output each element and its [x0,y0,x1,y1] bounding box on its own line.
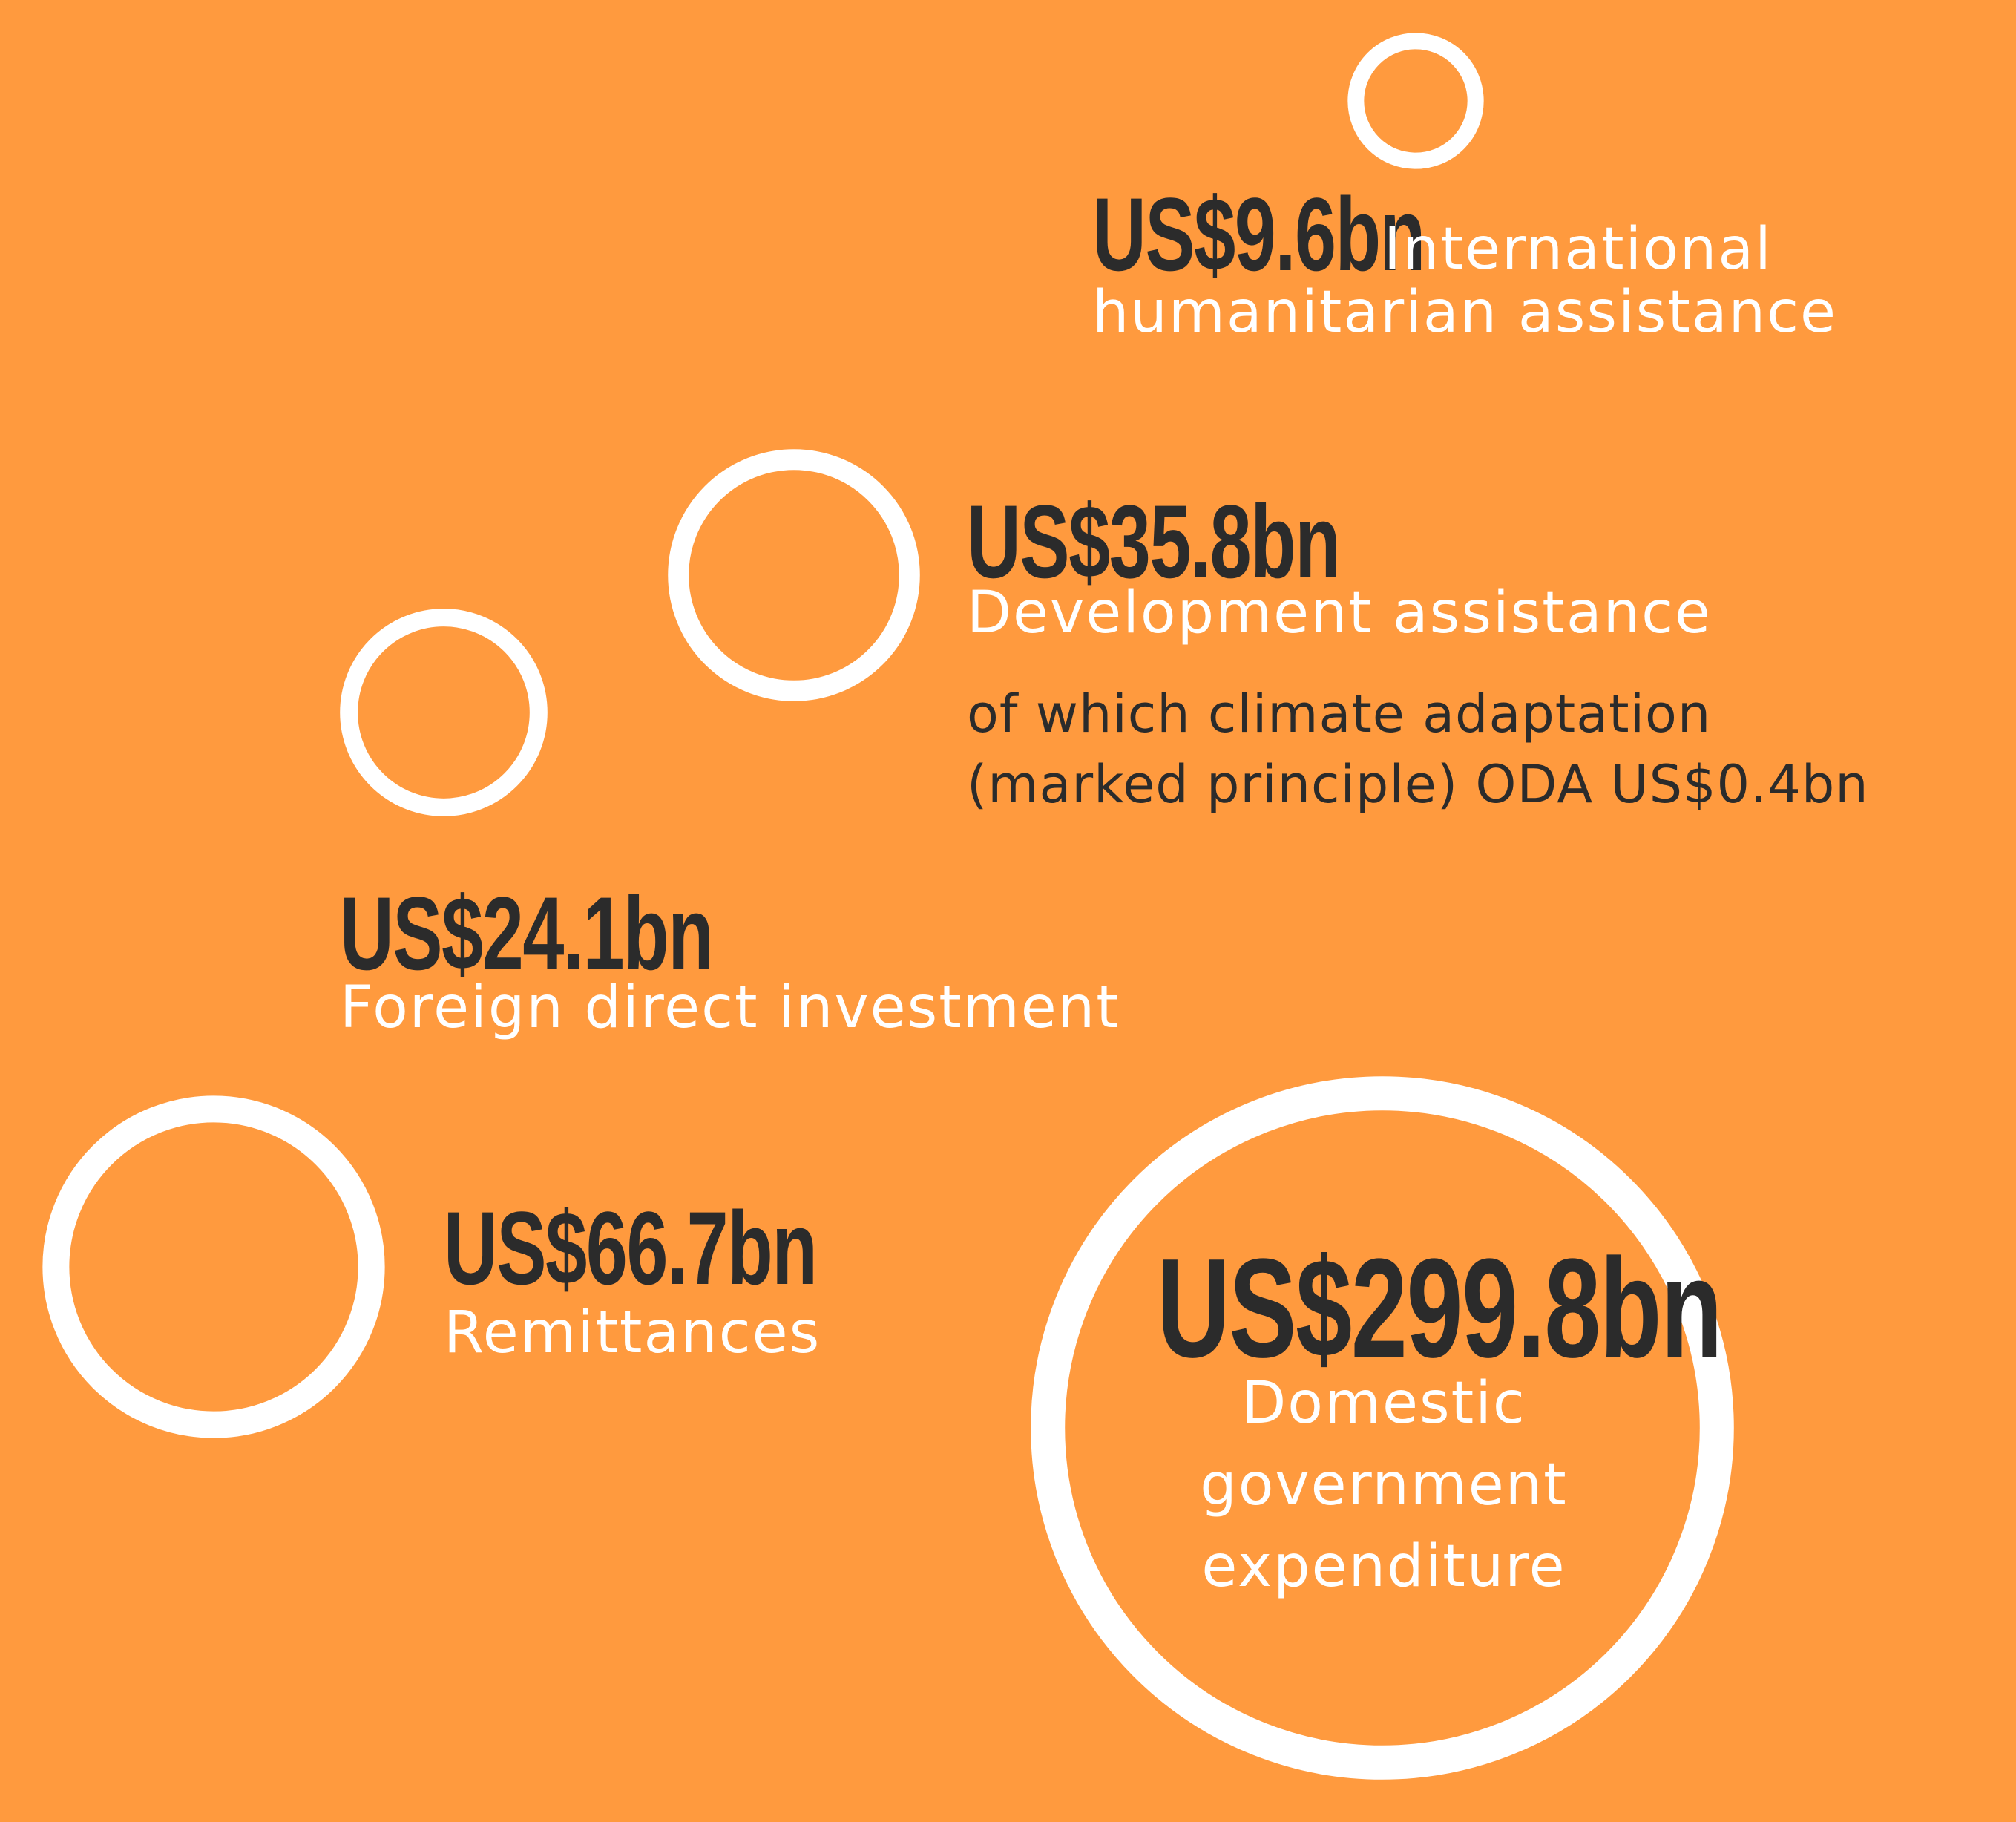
bubble-fdi [340,609,548,816]
bubble-humanitarian [1347,33,1484,169]
amount-government: US$299.8bn [1157,1230,1723,1387]
amount-fdi: US$24.1bn [340,875,714,992]
note-development-line1: of which climate adaptation [967,684,1712,744]
label-humanitarian-line1: International [1384,216,1773,283]
amount-remittances: US$66.7bn [444,1190,818,1306]
label-government-line1: Domestic [1241,1370,1526,1437]
bubble-remittances [42,1095,385,1438]
label-fdi: Foreign direct investment [340,974,1120,1041]
amount-humanitarian: US$9.6bn [1092,176,1425,292]
label-remittances: Remittances [444,1300,821,1366]
note-development-line2: (marked principle) ODA US$0.4bn [967,754,1869,815]
bubble-government [1031,1076,1734,1780]
label-government-line2: government [1200,1452,1568,1518]
amount-development: US$35.8bn [967,483,1341,600]
label-government-line3: expenditure [1201,1533,1566,1600]
bubble-development [668,449,920,701]
label-development: Development assistance [967,580,1712,646]
label-humanitarian-line2: humanitarian assistance [1092,279,1837,346]
